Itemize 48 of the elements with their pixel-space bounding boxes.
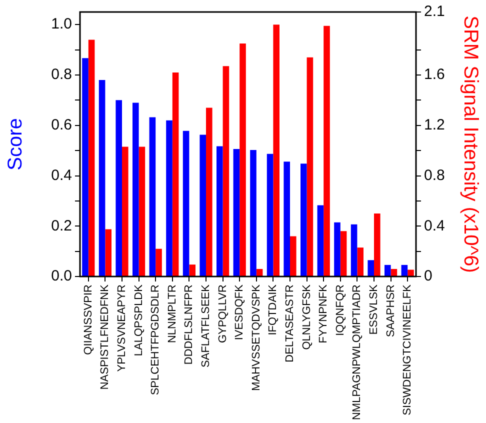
bar xyxy=(105,229,112,276)
y2-tick-label: 2.1 xyxy=(424,3,445,20)
y2-axis-title: SRM Signal Intensity (x10^6) xyxy=(459,16,482,273)
bar xyxy=(317,205,324,276)
x-tick-label: QLNLYGFSK xyxy=(300,284,313,350)
y-tick-label: 0.6 xyxy=(51,116,72,134)
x-tick-label: NASPISTLFNEDFNK xyxy=(99,284,112,390)
bar xyxy=(98,80,106,276)
y2-tick-label: 0 xyxy=(424,268,432,285)
y2-tick-label: 0.8 xyxy=(424,166,445,184)
bar xyxy=(189,264,196,276)
x-tick-label: SPLCEHTFPGDSDLR xyxy=(150,284,162,396)
y-tick-label: 1.0 xyxy=(51,16,72,33)
y-tick-label: 0.2 xyxy=(51,217,72,234)
x-tick-label: MAHVSSETQDVSPK xyxy=(250,284,262,391)
bar xyxy=(273,24,280,276)
bar xyxy=(284,162,290,276)
y-axis-title: Score xyxy=(4,118,27,170)
bar xyxy=(324,26,330,276)
x-tick-label: SAFLATFLSEEK xyxy=(200,284,212,368)
x-tick-label: DDDFLSLNFPR xyxy=(183,284,196,365)
bar xyxy=(149,117,156,276)
x-tick-label: DELTASEASTR xyxy=(284,284,296,362)
bar xyxy=(368,260,374,276)
x-tick-label: SAAPHSR xyxy=(384,284,397,338)
x-tick-label: LALQPSPLDK xyxy=(132,284,145,356)
bar xyxy=(256,268,263,276)
y-tick-label: 0.8 xyxy=(51,66,72,84)
x-tick-label: NMLPAGNPWLQMPTIADR xyxy=(351,284,364,420)
y2-tick-label: 1.6 xyxy=(424,66,445,84)
x-tick-label: QIIANSSVPIR xyxy=(82,284,94,355)
x-tick-label: IFQTDAIK xyxy=(267,284,280,336)
bar xyxy=(374,214,380,276)
y-tick-label: 0.4 xyxy=(51,166,72,184)
bar xyxy=(250,150,256,276)
bar xyxy=(182,130,190,276)
x-tick-label: IVESDQFK xyxy=(234,284,246,340)
x-tick-label: GYPQLLVR xyxy=(216,284,229,344)
y2-tick-label: 0.4 xyxy=(424,217,445,234)
y-tick-label: 0.0 xyxy=(51,268,72,285)
x-tick-label: IQQNFQR xyxy=(334,284,346,336)
x-tick-label: YPLVSVNEAPYR xyxy=(116,284,128,372)
x-tick-label: FYYNPNFK xyxy=(318,284,330,344)
x-tick-label: ESSVLSK xyxy=(368,284,380,335)
x-tick-label: NLNMPLTR xyxy=(166,284,178,344)
bar xyxy=(156,248,162,276)
x-tick-label: SISWDENGTCIVINEELFK xyxy=(402,284,414,416)
y2-tick-label: 1.2 xyxy=(424,116,445,134)
